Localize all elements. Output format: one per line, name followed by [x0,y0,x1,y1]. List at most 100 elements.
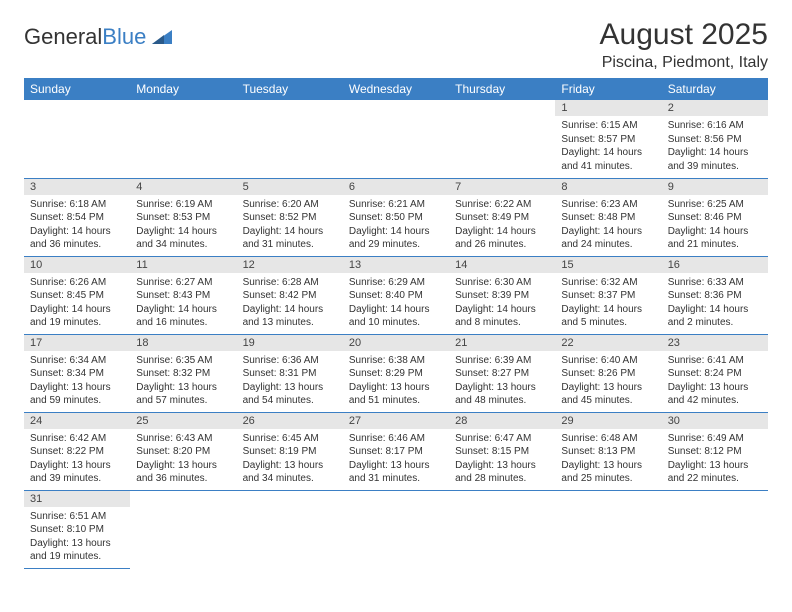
brand-logo: GeneralBlue [24,24,174,50]
calendar-cell: 28Sunrise: 6:47 AMSunset: 8:15 PMDayligh… [449,412,555,490]
sunset-text: Sunset: 8:36 PM [668,289,762,303]
calendar-cell: 7Sunrise: 6:22 AMSunset: 8:49 PMDaylight… [449,178,555,256]
daylight-text: Daylight: 13 hours and 51 minutes. [349,381,443,408]
daylight-text: Daylight: 14 hours and 2 minutes. [668,303,762,330]
daylight-text: Daylight: 13 hours and 28 minutes. [455,459,549,486]
sail-icon [150,28,174,46]
calendar-cell: 13Sunrise: 6:29 AMSunset: 8:40 PMDayligh… [343,256,449,334]
sunrise-text: Sunrise: 6:49 AM [668,432,762,446]
calendar-cell [449,490,555,568]
day-number: 12 [237,257,343,273]
calendar-row: 24Sunrise: 6:42 AMSunset: 8:22 PMDayligh… [24,412,768,490]
calendar-row: 31Sunrise: 6:51 AMSunset: 8:10 PMDayligh… [24,490,768,568]
day-body: Sunrise: 6:18 AMSunset: 8:54 PMDaylight:… [24,195,130,256]
day-number: 6 [343,179,449,195]
calendar-cell: 14Sunrise: 6:30 AMSunset: 8:39 PMDayligh… [449,256,555,334]
day-body: Sunrise: 6:26 AMSunset: 8:45 PMDaylight:… [24,273,130,334]
day-body: Sunrise: 6:29 AMSunset: 8:40 PMDaylight:… [343,273,449,334]
weekday-header: Thursday [449,78,555,100]
sunset-text: Sunset: 8:57 PM [561,133,655,147]
day-number: 30 [662,413,768,429]
day-body: Sunrise: 6:46 AMSunset: 8:17 PMDaylight:… [343,429,449,490]
title-block: August 2025 Piscina, Piedmont, Italy [600,18,768,72]
sunset-text: Sunset: 8:29 PM [349,367,443,381]
day-body: Sunrise: 6:19 AMSunset: 8:53 PMDaylight:… [130,195,236,256]
calendar-cell: 22Sunrise: 6:40 AMSunset: 8:26 PMDayligh… [555,334,661,412]
day-number: 29 [555,413,661,429]
sunset-text: Sunset: 8:26 PM [561,367,655,381]
sunrise-text: Sunrise: 6:41 AM [668,354,762,368]
day-number: 8 [555,179,661,195]
daylight-text: Daylight: 13 hours and 31 minutes. [349,459,443,486]
day-number: 24 [24,413,130,429]
day-number: 28 [449,413,555,429]
day-body: Sunrise: 6:38 AMSunset: 8:29 PMDaylight:… [343,351,449,412]
sunset-text: Sunset: 8:42 PM [243,289,337,303]
day-body: Sunrise: 6:25 AMSunset: 8:46 PMDaylight:… [662,195,768,256]
daylight-text: Daylight: 14 hours and 39 minutes. [668,146,762,173]
sunset-text: Sunset: 8:46 PM [668,211,762,225]
day-number: 5 [237,179,343,195]
sunrise-text: Sunrise: 6:34 AM [30,354,124,368]
calendar-cell [449,100,555,178]
day-number: 22 [555,335,661,351]
day-body: Sunrise: 6:32 AMSunset: 8:37 PMDaylight:… [555,273,661,334]
calendar-cell: 18Sunrise: 6:35 AMSunset: 8:32 PMDayligh… [130,334,236,412]
sunrise-text: Sunrise: 6:46 AM [349,432,443,446]
daylight-text: Daylight: 14 hours and 21 minutes. [668,225,762,252]
calendar-body: 1Sunrise: 6:15 AMSunset: 8:57 PMDaylight… [24,100,768,568]
day-number: 4 [130,179,236,195]
sunset-text: Sunset: 8:52 PM [243,211,337,225]
calendar-cell: 16Sunrise: 6:33 AMSunset: 8:36 PMDayligh… [662,256,768,334]
daylight-text: Daylight: 13 hours and 19 minutes. [30,537,124,564]
daylight-text: Daylight: 14 hours and 5 minutes. [561,303,655,330]
calendar-cell [343,100,449,178]
sunset-text: Sunset: 8:37 PM [561,289,655,303]
daylight-text: Daylight: 14 hours and 13 minutes. [243,303,337,330]
calendar-cell: 10Sunrise: 6:26 AMSunset: 8:45 PMDayligh… [24,256,130,334]
sunrise-text: Sunrise: 6:48 AM [561,432,655,446]
calendar-cell: 23Sunrise: 6:41 AMSunset: 8:24 PMDayligh… [662,334,768,412]
sunrise-text: Sunrise: 6:32 AM [561,276,655,290]
calendar-cell: 3Sunrise: 6:18 AMSunset: 8:54 PMDaylight… [24,178,130,256]
calendar-cell: 21Sunrise: 6:39 AMSunset: 8:27 PMDayligh… [449,334,555,412]
daylight-text: Daylight: 14 hours and 19 minutes. [30,303,124,330]
calendar-cell [237,100,343,178]
day-body: Sunrise: 6:35 AMSunset: 8:32 PMDaylight:… [130,351,236,412]
sunrise-text: Sunrise: 6:45 AM [243,432,337,446]
day-body: Sunrise: 6:28 AMSunset: 8:42 PMDaylight:… [237,273,343,334]
day-body: Sunrise: 6:40 AMSunset: 8:26 PMDaylight:… [555,351,661,412]
sunset-text: Sunset: 8:56 PM [668,133,762,147]
calendar-cell: 25Sunrise: 6:43 AMSunset: 8:20 PMDayligh… [130,412,236,490]
daylight-text: Daylight: 13 hours and 22 minutes. [668,459,762,486]
sunrise-text: Sunrise: 6:33 AM [668,276,762,290]
sunrise-text: Sunrise: 6:39 AM [455,354,549,368]
day-body: Sunrise: 6:30 AMSunset: 8:39 PMDaylight:… [449,273,555,334]
sunset-text: Sunset: 8:19 PM [243,445,337,459]
calendar-cell: 9Sunrise: 6:25 AMSunset: 8:46 PMDaylight… [662,178,768,256]
calendar-cell: 20Sunrise: 6:38 AMSunset: 8:29 PMDayligh… [343,334,449,412]
calendar-cell: 1Sunrise: 6:15 AMSunset: 8:57 PMDaylight… [555,100,661,178]
day-body: Sunrise: 6:33 AMSunset: 8:36 PMDaylight:… [662,273,768,334]
weekday-header-row: Sunday Monday Tuesday Wednesday Thursday… [24,78,768,100]
brand-part2: Blue [102,24,146,50]
sunrise-text: Sunrise: 6:28 AM [243,276,337,290]
day-number: 9 [662,179,768,195]
brand-part1: General [24,24,102,50]
sunrise-text: Sunrise: 6:26 AM [30,276,124,290]
day-number: 20 [343,335,449,351]
day-number: 17 [24,335,130,351]
sunrise-text: Sunrise: 6:30 AM [455,276,549,290]
day-number: 11 [130,257,236,273]
sunset-text: Sunset: 8:54 PM [30,211,124,225]
sunrise-text: Sunrise: 6:38 AM [349,354,443,368]
month-title: August 2025 [600,18,768,52]
sunrise-text: Sunrise: 6:35 AM [136,354,230,368]
day-number: 1 [555,100,661,116]
daylight-text: Daylight: 14 hours and 31 minutes. [243,225,337,252]
sunset-text: Sunset: 8:43 PM [136,289,230,303]
calendar-cell: 17Sunrise: 6:34 AMSunset: 8:34 PMDayligh… [24,334,130,412]
day-number: 21 [449,335,555,351]
calendar-cell: 29Sunrise: 6:48 AMSunset: 8:13 PMDayligh… [555,412,661,490]
calendar-cell: 6Sunrise: 6:21 AMSunset: 8:50 PMDaylight… [343,178,449,256]
